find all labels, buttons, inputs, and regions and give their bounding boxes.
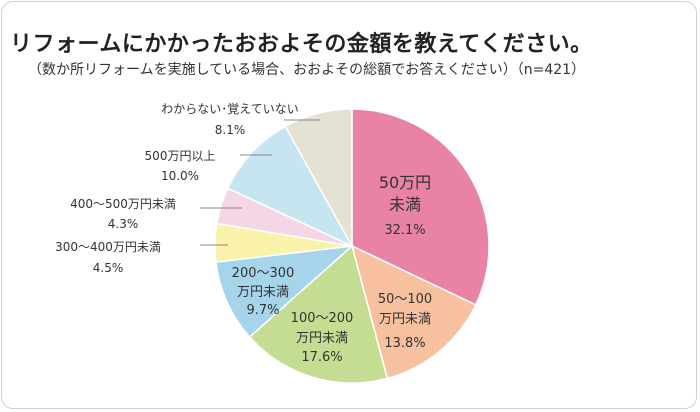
slice-value-0: 32.1% <box>384 223 425 238</box>
slice-label-6: 500万円以上 <box>145 149 216 163</box>
slice-label-5: 400～500万円未満 <box>70 197 176 211</box>
slice-label-4: 300～400万円未満 <box>55 240 161 254</box>
slice-value-2: 17.6% <box>301 350 342 365</box>
slice-label-3-1: 万円未満 <box>237 285 289 300</box>
slice-label-1-1: 万円未満 <box>379 312 431 327</box>
slice-label-2-1: 万円未満 <box>296 331 348 346</box>
slice-label-7: わからない･覚えていない <box>161 102 298 116</box>
pie-slice-0 <box>351 108 490 306</box>
slice-value-3: 9.7% <box>246 303 279 318</box>
slice-value-1: 13.8% <box>384 336 425 351</box>
chart-subtitle: （数か所リフォームを実施している場合、おおよその総額でお答えください）（n=42… <box>28 62 586 78</box>
pie-slice-7 <box>284 108 353 249</box>
slice-label-3-0: 200～300 <box>232 266 295 281</box>
pie-slice-3 <box>215 244 355 339</box>
slice-label-0-0: 50万円 <box>379 173 431 192</box>
slice-label-1-0: 50～100 <box>378 292 432 307</box>
pie-slice-1 <box>350 244 477 380</box>
slice-value-5: 4.3% <box>108 217 139 231</box>
slice-value-6: 10.0% <box>161 169 199 183</box>
pie-slice-2 <box>248 244 389 384</box>
slice-value-4: 4.5% <box>93 261 124 275</box>
slice-label-2-0: 100～200 <box>291 311 354 326</box>
chart-title: リフォームにかかったおおよその金額を教えてください。 <box>10 32 593 57</box>
slice-label-0-1: 未満 <box>389 195 421 214</box>
slice-value-7: 8.1% <box>215 123 246 137</box>
pie-slice-6 <box>226 125 354 248</box>
